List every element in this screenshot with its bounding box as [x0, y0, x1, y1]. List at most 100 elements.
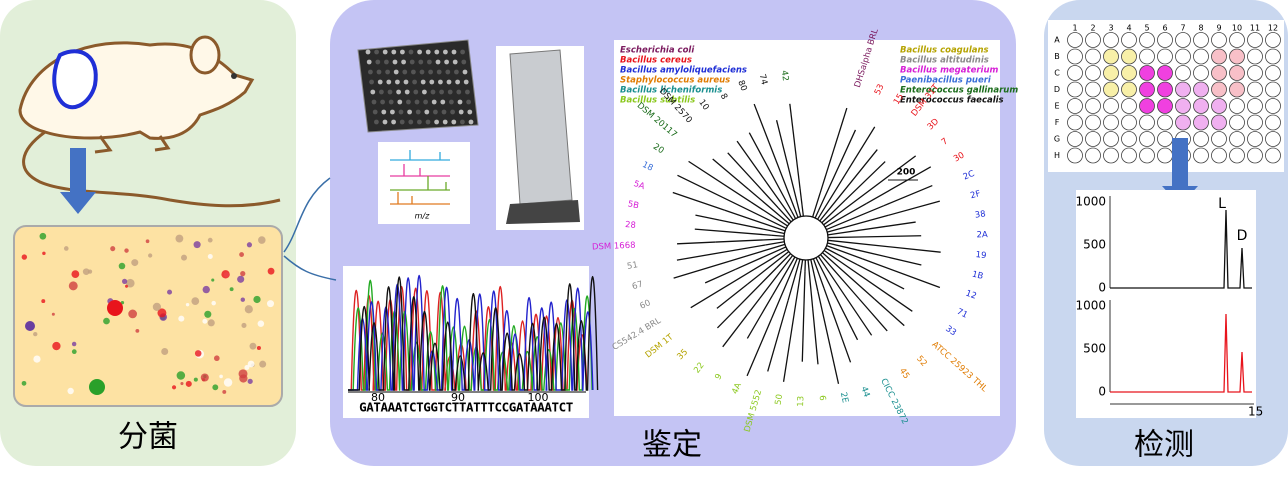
colony: [63, 246, 69, 251]
column-label: 6: [1162, 24, 1167, 33]
scale-label: 200: [897, 168, 916, 178]
legend-entry: Escherichia coli: [620, 46, 695, 56]
legend-entry: Bacillus licheniformis: [620, 86, 722, 96]
spot: [399, 119, 405, 125]
well: [1157, 147, 1173, 164]
branch: [777, 207, 792, 223]
tree-label: 19: [975, 250, 987, 261]
colony: [240, 297, 245, 302]
branch: [856, 263, 905, 290]
well: [1247, 98, 1263, 114]
branch: [801, 271, 806, 362]
colony: [244, 365, 250, 371]
spectrum-box: [378, 142, 470, 224]
tree-label: 13: [796, 396, 806, 407]
branch: [787, 258, 801, 301]
well: [1121, 81, 1137, 98]
spot: [450, 109, 455, 115]
column-label: 8: [1198, 24, 1203, 33]
branch: [861, 258, 941, 289]
well: [1067, 98, 1083, 114]
branch: [676, 244, 766, 261]
tree-label: 12: [964, 289, 978, 302]
branch: [712, 158, 750, 190]
colony: [82, 268, 90, 276]
colony: [71, 270, 80, 279]
y-tick-label: 1000: [1075, 299, 1106, 313]
tree-label: 51: [626, 260, 638, 272]
spot: [439, 89, 444, 95]
colony: [42, 251, 46, 256]
branch: [827, 225, 886, 236]
well: [1103, 147, 1119, 164]
branch: [807, 259, 814, 309]
well: [1157, 65, 1173, 81]
column-label: 7: [1180, 24, 1185, 33]
well: [1139, 48, 1155, 65]
well: [1265, 147, 1281, 164]
well: [1103, 98, 1119, 114]
well: [1085, 98, 1101, 114]
spot: [371, 99, 377, 105]
spot: [409, 59, 415, 65]
colony: [180, 381, 184, 386]
spot: [427, 59, 432, 65]
colony: [253, 295, 261, 304]
colony: [152, 302, 162, 311]
colony: [193, 377, 198, 382]
legend-entry: Enterococcus faecalis: [900, 96, 1004, 106]
tree-label: 67: [631, 280, 644, 293]
branch: [825, 247, 858, 266]
colony: [33, 331, 38, 337]
colony: [71, 349, 77, 355]
trace: [348, 279, 593, 391]
well: [1157, 98, 1173, 114]
row-label: G: [1054, 135, 1060, 144]
branch: [819, 126, 876, 217]
spot: [417, 49, 422, 55]
well: [1139, 98, 1155, 114]
branch: [677, 241, 716, 245]
tree-label: 71: [955, 307, 969, 321]
branch: [858, 235, 922, 238]
spot: [369, 79, 374, 85]
spot: [368, 69, 373, 75]
spot: [408, 49, 414, 55]
spot: [400, 49, 405, 55]
colony: [200, 373, 209, 382]
culture-plate: [13, 225, 283, 407]
well: [1157, 131, 1173, 147]
colony: [258, 236, 266, 244]
colony: [266, 300, 275, 308]
well: [1211, 65, 1227, 81]
spot: [403, 79, 409, 85]
arrow-head: [60, 192, 96, 214]
branch: [791, 211, 797, 219]
spot: [455, 79, 460, 85]
spot: [370, 89, 376, 95]
branch: [827, 242, 858, 251]
well: [1247, 48, 1263, 65]
spot: [445, 69, 451, 75]
branch: [747, 251, 790, 285]
branch: [856, 249, 922, 266]
branch: [838, 155, 917, 214]
spot: [436, 69, 442, 75]
branch: [827, 214, 889, 233]
spot: [434, 49, 440, 55]
well: [1247, 65, 1263, 81]
tree-label: 6: [817, 395, 827, 401]
well: [1211, 131, 1227, 147]
panel-label: 鉴定: [642, 428, 702, 463]
branch: [818, 129, 857, 211]
tree-label: 2F: [969, 189, 982, 201]
well: [1247, 81, 1263, 98]
branch: [750, 201, 788, 227]
trace: [348, 286, 588, 391]
legend-entry: Enterococcus gallinarum: [900, 86, 1018, 96]
branch: [819, 213, 826, 222]
colony: [25, 321, 35, 331]
tree-label: 2E: [838, 391, 850, 404]
panel-label: 检测: [1134, 428, 1194, 463]
tree-label: 20: [651, 142, 666, 156]
